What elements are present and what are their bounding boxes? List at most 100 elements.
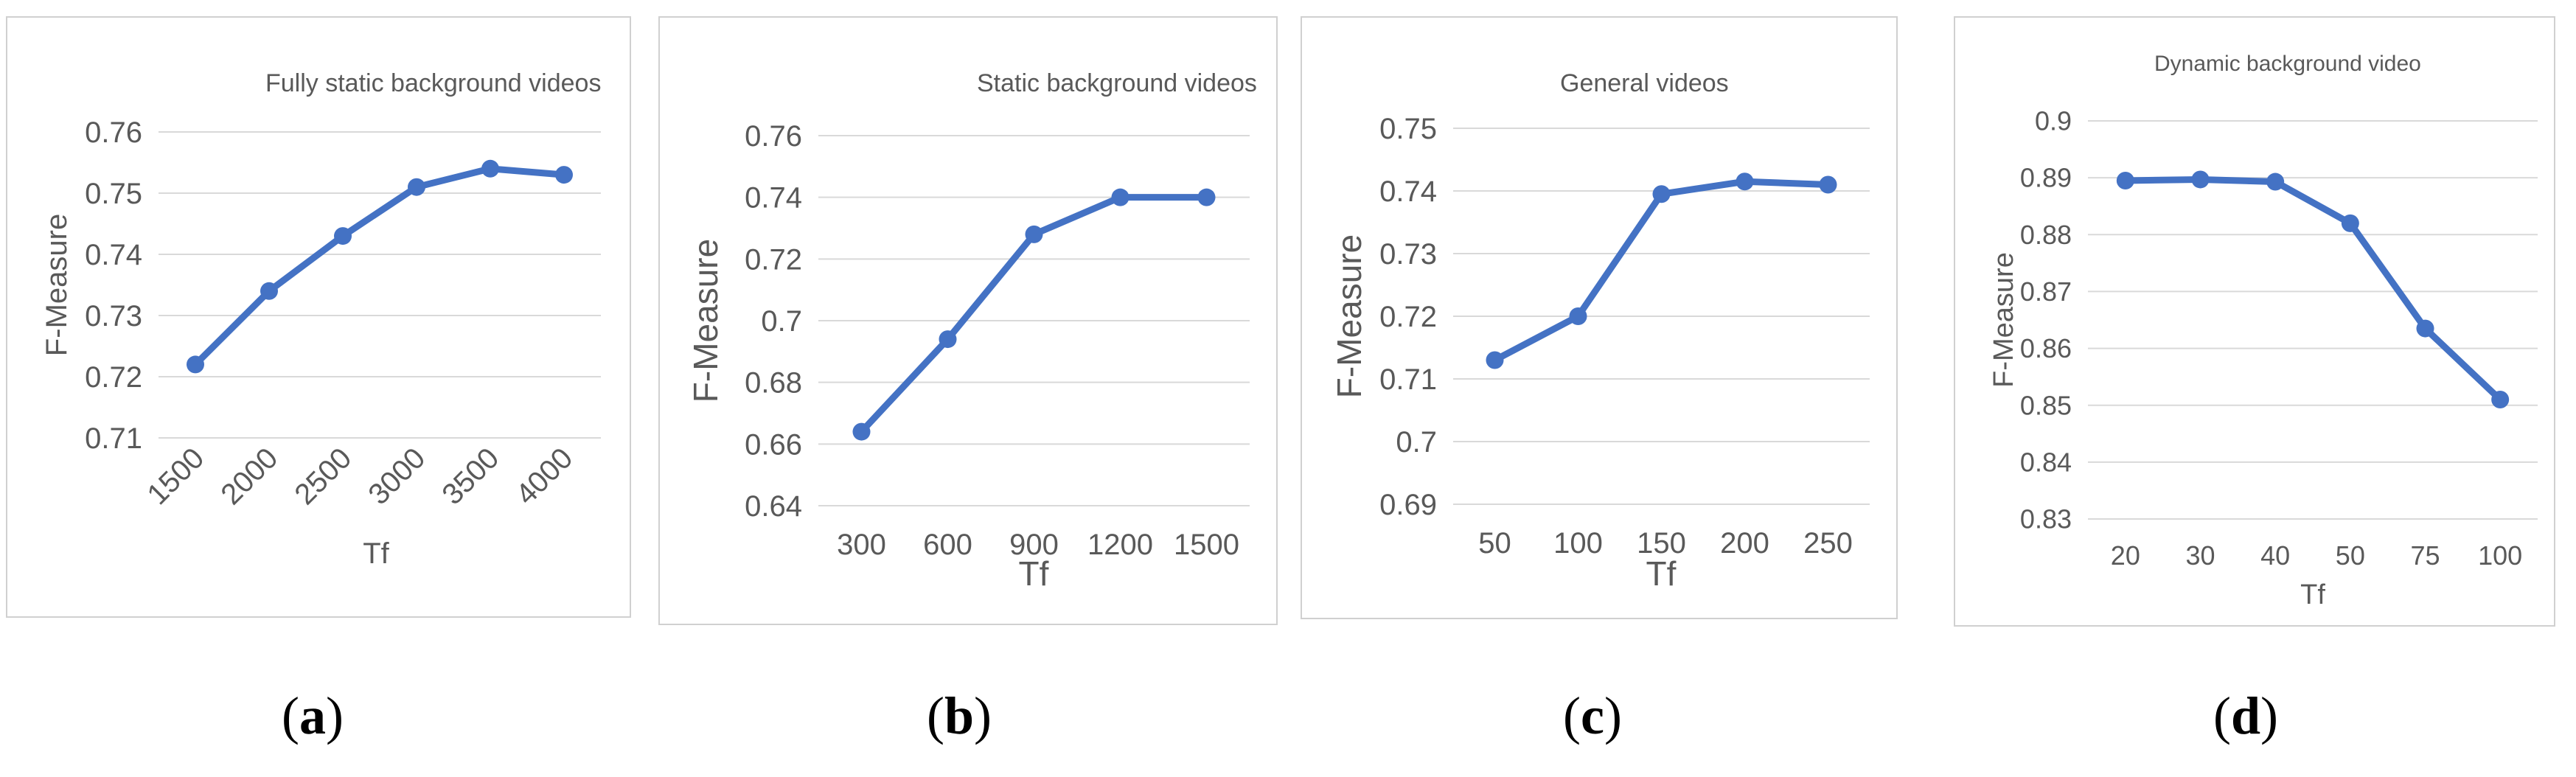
chart-title: General videos: [1560, 69, 1729, 97]
y-tick-label: 0.7: [761, 305, 802, 338]
caption-a: (a): [282, 686, 344, 745]
data-point: [1111, 188, 1129, 206]
data-point: [1652, 185, 1671, 203]
y-tick-label: 0.76: [745, 120, 802, 153]
data-point: [852, 422, 871, 441]
y-tick-label: 0.68: [745, 367, 802, 400]
chart-panel-a: Fully static background videos 0.71 0.72 0.…: [6, 16, 631, 618]
x-tick-label: 30: [2185, 540, 2215, 571]
y-tick-label: 0.71: [85, 422, 142, 455]
y-tick-label: 0.86: [2020, 333, 2072, 363]
x-tick-label: 3000: [362, 442, 431, 511]
y-axis-label: F-Measure: [686, 239, 725, 403]
y-tick-label: 0.71: [1379, 363, 1437, 396]
data-point: [939, 330, 957, 349]
data-point: [2266, 173, 2285, 191]
caption-a-letter: a: [299, 686, 326, 745]
y-tick-label: 0.66: [745, 428, 802, 461]
caption-c-letter: c: [1581, 686, 1604, 745]
y-tick-label: 0.72: [85, 361, 142, 394]
y-tick-label: 0.83: [2020, 504, 2072, 534]
chart-c-svg: General videos 0.69 0.7 0.71 0.72 0.73 0.74 0.7…: [1330, 69, 1870, 593]
y-tick-label: 0.72: [745, 243, 802, 276]
y-tick-label: 0.87: [2020, 276, 2072, 307]
x-tick-label: 50: [1478, 527, 1511, 560]
caption-b-letter: b: [944, 686, 975, 745]
y-tick-label: 0.64: [745, 490, 802, 523]
x-axis-label: Tf: [1019, 554, 1049, 593]
y-tick-label: 0.69: [1379, 489, 1437, 521]
y-tick-label: 0.72: [1379, 301, 1437, 333]
y-tick-label: 0.84: [2020, 447, 2072, 477]
data-point: [1569, 307, 1587, 325]
x-tick-label: 4000: [509, 442, 579, 511]
data-point: [2341, 214, 2359, 232]
y-tick-label: 0.89: [2020, 163, 2072, 193]
chart-panel-d: Dynamic background video 0.83 0.84 0.85 0.86…: [1954, 16, 2555, 627]
y-tick-label: 0.74: [85, 239, 142, 271]
chart-title: Fully static background videos: [265, 69, 601, 97]
y-axis-label: F-Measure: [1988, 252, 2019, 388]
x-tick-label: 3500: [436, 442, 505, 511]
data-point: [2116, 172, 2134, 189]
y-tick-label: 0.7: [1396, 426, 1437, 459]
x-tick-label: 200: [1720, 527, 1769, 560]
caption-c: (c): [1563, 686, 1622, 745]
x-tick-label: 20: [2111, 540, 2140, 571]
data-point: [2191, 170, 2210, 189]
chart-d-svg: Dynamic background video 0.83 0.84 0.85 0.86…: [1988, 52, 2538, 610]
y-tick-label: 0.85: [2020, 390, 2072, 420]
x-axis-label: Tf: [2300, 579, 2325, 610]
data-point: [334, 227, 352, 245]
data-point: [187, 355, 204, 374]
x-tick-label: 250: [1803, 527, 1853, 560]
y-tick-label: 0.74: [1379, 175, 1437, 208]
series-line: [2122, 175, 2504, 403]
y-tick-label: 0.75: [85, 178, 142, 210]
chart-title: Dynamic background video: [2154, 52, 2421, 76]
series-line: [1491, 178, 1831, 363]
data-point: [2491, 391, 2510, 408]
chart-title: Static background videos: [977, 69, 1257, 97]
data-point: [1819, 175, 1837, 194]
chart-a-svg: Fully static background videos 0.71 0.72 0.…: [41, 69, 601, 570]
x-axis-label: Tf: [1646, 554, 1677, 593]
x-tick-label: 600: [923, 529, 972, 561]
x-tick-label: 300: [837, 529, 886, 561]
data-point: [1025, 225, 1043, 243]
x-tick-label: 40: [2260, 540, 2290, 571]
x-tick-label: 100: [2478, 540, 2522, 571]
y-tick-label: 0.76: [85, 116, 142, 149]
chart-panel-b: Static background videos 0.64 0.66 0.68 0.7 0…: [658, 16, 1278, 625]
y-tick-label: 0.73: [85, 300, 142, 332]
x-tick-label: 150: [1637, 527, 1686, 560]
x-tick-label: 1500: [141, 442, 210, 511]
y-axis-label: F-Measure: [1330, 234, 1368, 398]
chart-panel-c: General videos 0.69 0.7 0.71 0.72 0.73 0.74 0.7…: [1301, 16, 1898, 619]
y-tick-label: 0.9: [2035, 106, 2072, 136]
data-point: [555, 166, 573, 184]
y-tick-label: 0.75: [1379, 113, 1437, 145]
data-point: [1736, 173, 1754, 191]
x-axis-label: Tf: [363, 537, 389, 570]
data-point: [2416, 319, 2434, 338]
x-tick-label: 50: [2336, 540, 2365, 571]
x-tick-label: 75: [2410, 540, 2440, 571]
x-tick-label: 1200: [1087, 529, 1153, 561]
caption-d-letter: d: [2230, 686, 2261, 745]
x-tick-label: 1500: [1174, 529, 1239, 561]
data-point: [1197, 188, 1216, 206]
y-tick-label: 0.74: [745, 182, 802, 215]
caption-b: (b): [926, 686, 992, 745]
y-axis-label: F-Measure: [41, 214, 73, 356]
data-point: [1486, 351, 1504, 369]
data-point: [260, 282, 278, 300]
caption-d: (d): [2213, 686, 2278, 745]
chart-b-svg: Static background videos 0.64 0.66 0.68 0.7 0…: [686, 69, 1257, 593]
x-tick-label: 2500: [288, 442, 358, 511]
y-tick-label: 0.88: [2020, 220, 2072, 250]
x-tick-label: 100: [1553, 527, 1603, 560]
data-point: [481, 159, 499, 178]
data-point: [408, 178, 425, 196]
x-tick-label: 900: [1009, 529, 1059, 561]
